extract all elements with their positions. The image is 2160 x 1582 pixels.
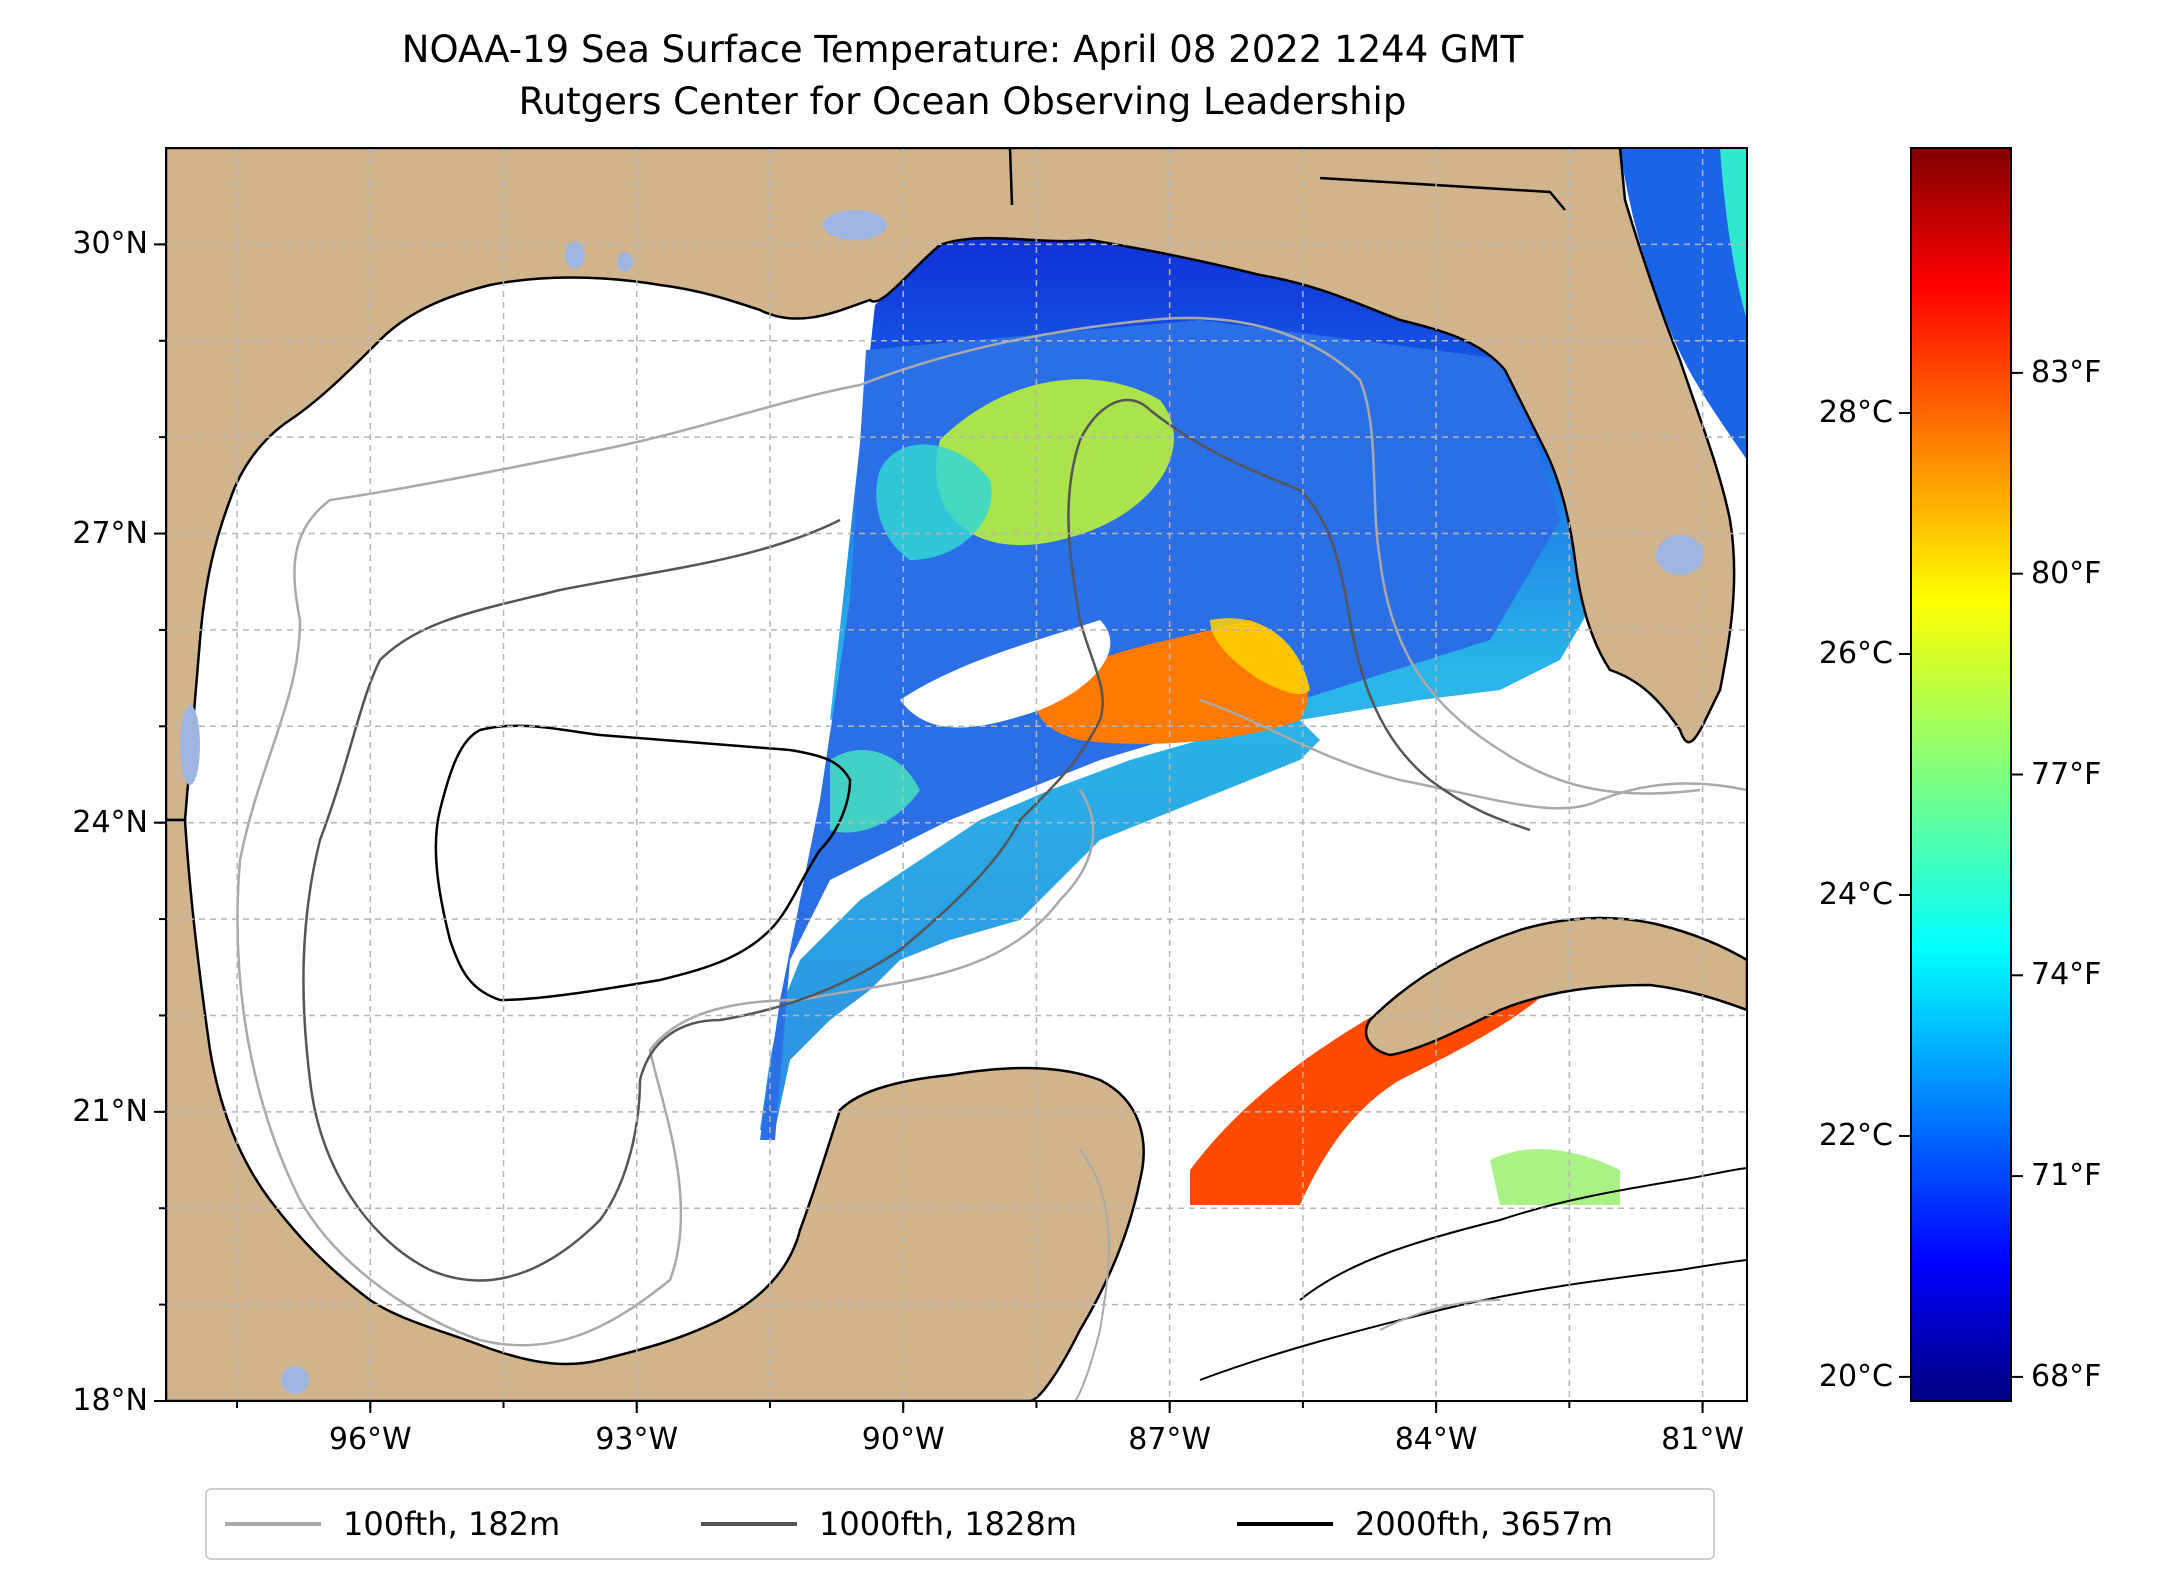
lat-tick-label: 30°N (72, 226, 148, 262)
lon-tick-label: 81°W (1661, 1422, 1744, 1457)
sst-warm-core (936, 379, 1174, 546)
fahrenheit-tick-label: 68°F (2031, 1358, 2102, 1394)
celsius-tick-label: 28°C (1818, 395, 1893, 431)
contour-100fth-caribbean (1074, 1149, 1501, 1401)
state-border-2 (1008, 148, 1014, 206)
lon-tick-label: 90°W (861, 1422, 945, 1457)
land-mexico (166, 818, 1145, 1401)
legend-swatch-100fth (225, 1522, 321, 1526)
lon-tick-label: 96°W (328, 1422, 412, 1457)
lat-tick-label: 18°N (72, 1383, 148, 1418)
contour-2000fth (434, 724, 852, 1002)
celsius-tick-label: 24°C (1818, 876, 1893, 912)
sst-cloud-gap (900, 620, 1111, 728)
colorbar-ticks (1899, 371, 2023, 1378)
lake-south (281, 1366, 309, 1394)
fahrenheit-tick-label: 71°F (2031, 1158, 2102, 1194)
lat-tick-label: 24°N (72, 804, 148, 840)
bathymetry-legend: 100fth, 182m 1000fth, 1828m 2000fth, 365… (205, 1488, 1715, 1560)
legend-item-2000fth: 2000fth, 3657m (1237, 1490, 1613, 1558)
lake-mexico (180, 705, 200, 785)
contour-2000fth-caribbean (1199, 1167, 1747, 1381)
map-title: NOAA-19 Sea Surface Temperature: April 0… (401, 28, 1524, 71)
sst-gulfstream (1720, 148, 1747, 320)
contour-100fth (236, 316, 1747, 1347)
fahrenheit-tick-label: 77°F (2031, 756, 2102, 792)
legend-label-2000fth: 2000fth, 3657m (1355, 1505, 1613, 1543)
land-us-gulf-coast (166, 148, 1736, 822)
lat-tick-label: 21°N (72, 1093, 148, 1129)
lake-okeechobee (1656, 535, 1704, 575)
legend-label-100fth: 100fth, 182m (343, 1505, 561, 1543)
contour-1000fth (302, 398, 1531, 1282)
lake-pontchartrain (823, 210, 887, 240)
lake-texas-2 (617, 252, 633, 272)
celsius-tick-label: 26°C (1818, 636, 1893, 672)
sst-south-cyan (830, 750, 920, 833)
legend-swatch-1000fth (701, 1522, 797, 1526)
lake-texas-1 (565, 241, 585, 269)
lon-tick-label: 93°W (595, 1422, 679, 1457)
sst-caribbean-green (1490, 1149, 1620, 1205)
fahrenheit-tick-label: 83°F (2031, 354, 2102, 390)
fahrenheit-tick-label: 80°F (2031, 555, 2102, 591)
sst-atlantic (1620, 148, 1747, 460)
map-subtitle: Rutgers Center for Ocean Observing Leade… (518, 80, 1407, 123)
lon-tick-label: 84°W (1394, 1422, 1478, 1457)
celsius-tick-label: 20°C (1818, 1358, 1893, 1394)
legend-swatch-2000fth (1237, 1522, 1333, 1526)
celsius-tick-label: 22°C (1818, 1117, 1893, 1153)
fahrenheit-tick-label: 74°F (2031, 957, 2102, 993)
map-frame (165, 147, 1748, 1402)
colorbar (1910, 147, 2012, 1402)
lon-tick-label: 87°W (1128, 1422, 1212, 1457)
lat-tick-label: 27°N (72, 515, 148, 551)
sst-cyan-eddy (876, 444, 992, 560)
state-border (1319, 176, 1566, 211)
legend-item-100fth: 100fth, 182m (225, 1490, 560, 1558)
legend-item-1000fth: 1000fth, 1828m (701, 1490, 1077, 1558)
legend-label-1000fth: 1000fth, 1828m (819, 1505, 1077, 1543)
sst-yellow-edge (1210, 618, 1310, 695)
land-cuba (1364, 916, 1747, 1057)
map-ticks (154, 243, 1704, 1413)
